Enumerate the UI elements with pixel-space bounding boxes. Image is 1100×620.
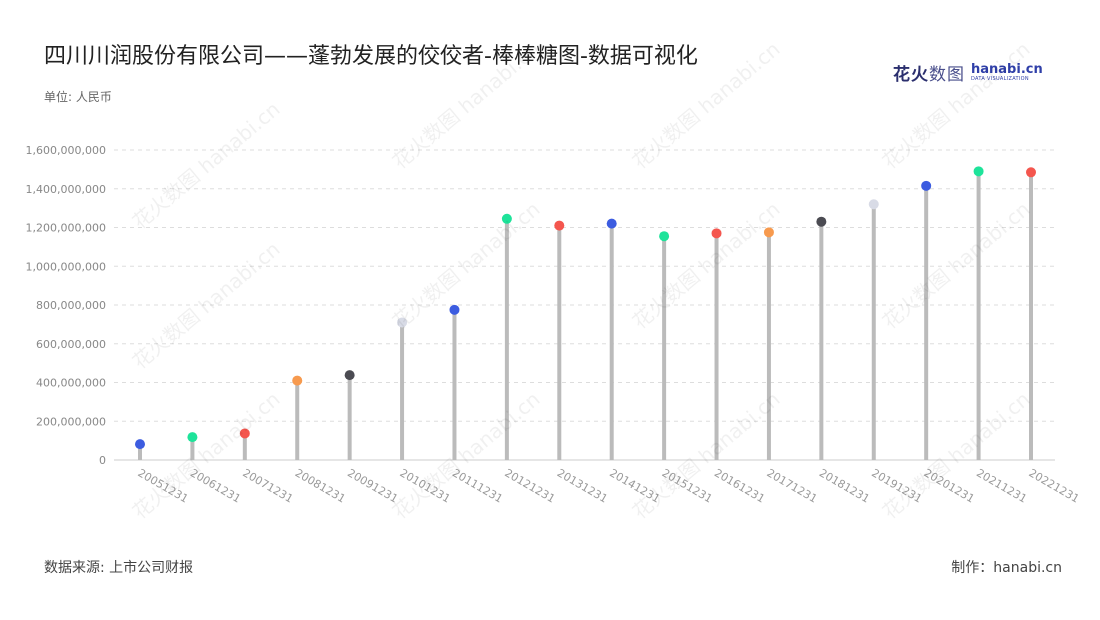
x-tick-label: 20081231 — [293, 466, 348, 505]
lollipop-dot — [868, 199, 879, 210]
watermark: 花火数图 hanabi.cn — [388, 37, 545, 174]
chart-title: 四川川润股份有限公司——蓬勃发展的佼佼者-棒棒糖图-数据可视化 — [44, 44, 698, 69]
lollipop-dots — [135, 166, 1036, 450]
lollipop-dot — [239, 428, 250, 439]
y-tick-label: 1,200,000,000 — [26, 222, 106, 235]
x-tick-label: 20211231 — [974, 466, 1029, 505]
watermark: 花火数图 hanabi.cn — [128, 97, 285, 234]
grid-lines — [114, 149, 1055, 461]
data-source: 数据来源: 上市公司财报 — [44, 560, 194, 576]
lollipop-dot — [397, 317, 408, 328]
lollipop-dot — [1026, 167, 1036, 178]
x-tick-label: 20091231 — [345, 466, 400, 505]
watermark: 花火数图 hanabi.cn — [878, 387, 1035, 524]
logo-english-sub: DATA VISUALIZATION — [971, 75, 1029, 82]
y-tick-label: 1,600,000,000 — [26, 144, 106, 157]
lollipop-dot — [763, 227, 774, 238]
lollipop-stems — [138, 171, 1033, 460]
brand-logo: 花火数图 hanabi.cn DATA VISUALIZATION — [893, 60, 1043, 85]
lollipop-dot — [501, 213, 512, 224]
logo-chinese: 花火数图 — [893, 60, 965, 85]
y-axis-ticks: 0 200,000,000 400,000,000 600,000,000 800,00… — [26, 144, 106, 467]
x-tick-label: 20071231 — [240, 466, 295, 505]
x-tick-label: 20131231 — [555, 466, 610, 505]
logo-english: hanabi.cn DATA VISUALIZATION — [971, 63, 1043, 82]
logo-english-main: hanabi.cn — [971, 61, 1043, 77]
lollipop-dot — [554, 220, 565, 231]
watermarks: 花火数图 hanabi.cn 花火数图 hanabi.cn 花火数图 hanabi.… — [128, 37, 1035, 524]
x-tick-label: 20171231 — [764, 466, 819, 505]
x-tick-label: 20181231 — [817, 466, 872, 505]
watermark: 花火数图 hanabi.cn — [628, 37, 785, 174]
y-tick-label: 1,400,000,000 — [26, 183, 106, 196]
watermark: 花火数图 hanabi.cn — [878, 197, 1035, 334]
lollipop-dot — [921, 180, 932, 191]
credit: 制作：hanabi.cn — [951, 560, 1062, 576]
watermark: 花火数图 hanabi.cn — [878, 37, 1035, 174]
lollipop-dot — [187, 432, 198, 443]
lollipop-dot — [344, 370, 355, 381]
logo-chinese-light: 数图 — [929, 64, 965, 85]
lollipop-dot — [449, 304, 460, 315]
watermark: 花火数图 hanabi.cn — [388, 197, 545, 334]
lollipop-dot — [973, 166, 984, 177]
x-tick-label: 20221231 — [1027, 466, 1082, 505]
lollipop-dot — [711, 228, 722, 239]
lollipop-dot — [606, 218, 617, 229]
y-tick-label: 600,000,000 — [36, 338, 106, 351]
y-tick-label: 200,000,000 — [36, 415, 106, 428]
lollipop-dot — [659, 231, 670, 242]
x-tick-label: 20161231 — [712, 466, 767, 505]
y-tick-label: 0 — [99, 454, 106, 467]
unit-label: 单位: 人民币 — [44, 90, 112, 104]
watermark: 花火数图 hanabi.cn — [628, 197, 785, 334]
y-tick-label: 800,000,000 — [36, 299, 106, 312]
lollipop-dot — [292, 375, 303, 386]
watermark: 花火数图 hanabi.cn — [388, 387, 545, 524]
y-tick-label: 400,000,000 — [36, 377, 106, 390]
watermark: 花火数图 hanabi.cn — [128, 387, 285, 524]
logo-chinese-bold: 花火 — [893, 64, 929, 85]
x-tick-label: 20121231 — [502, 466, 557, 505]
y-tick-label: 1,000,000,000 — [26, 260, 106, 273]
lollipop-dot — [135, 439, 145, 450]
lollipop-dot — [816, 216, 827, 227]
